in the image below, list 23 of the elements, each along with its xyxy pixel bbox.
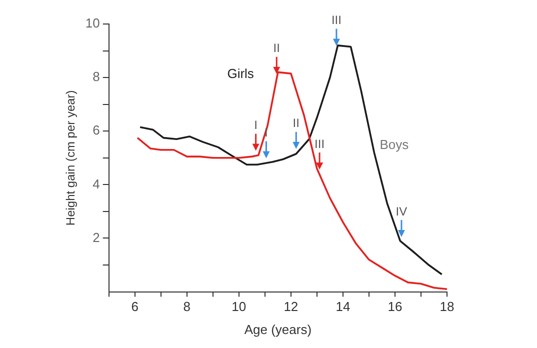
annotation: I [254, 118, 258, 132]
x-tick-label: 8 [183, 299, 191, 314]
x-tick-label: 10 [232, 299, 246, 314]
annotation: I [264, 126, 268, 140]
x-tick-label: 16 [388, 299, 402, 314]
annotation: II [273, 41, 280, 56]
y-tick-label: 8 [92, 69, 100, 84]
annotation: III [331, 13, 342, 28]
y-axis-title: Height gain (cm per year) [64, 90, 78, 226]
annotation: II [292, 116, 300, 130]
series-label: Boys [380, 137, 410, 152]
x-tick-label: 12 [284, 299, 298, 314]
legend-label: Girls [227, 66, 254, 81]
x-tick-label: 14 [336, 299, 350, 314]
x-tick-label: 18 [440, 299, 454, 314]
annotation: III [314, 136, 325, 151]
x-axis-title: Age (years) [244, 322, 312, 337]
annotation: IV [396, 204, 408, 218]
y-tick-label: 6 [92, 122, 100, 138]
y-tick-label: 2 [92, 230, 100, 245]
y-tick-label: 10 [85, 16, 100, 31]
y-tick-label: 4 [92, 176, 100, 192]
x-tick-label: 6 [131, 299, 138, 314]
